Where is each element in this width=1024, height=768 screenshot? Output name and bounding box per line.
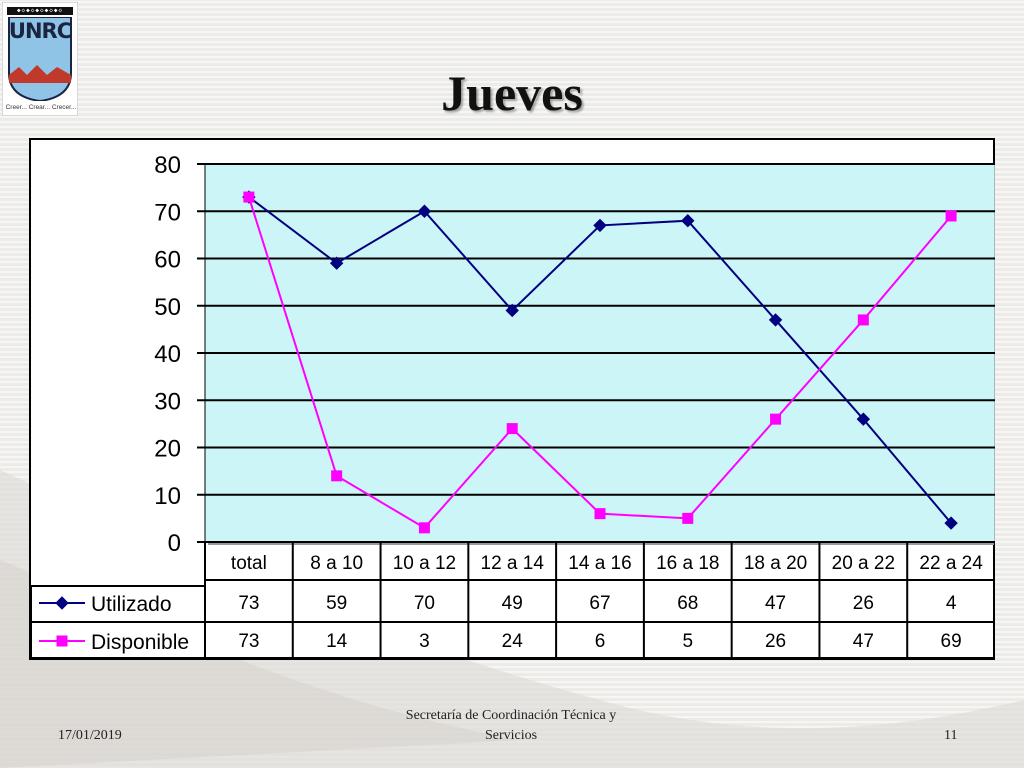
data-table-value: 47 <box>853 631 874 652</box>
y-tick-label: 80 <box>154 152 181 179</box>
data-point-disponible <box>857 314 869 326</box>
logo-shield <box>8 17 72 101</box>
data-table-value: 68 <box>677 593 698 614</box>
data-table-value: 14 <box>326 631 348 652</box>
data-point-utilizado <box>856 412 871 426</box>
category-label: 10 a 12 <box>393 553 456 574</box>
data-table-value: 49 <box>502 593 523 614</box>
data-table-value: 6 <box>595 631 606 652</box>
category-label: 18 a 20 <box>744 553 807 574</box>
category-label: 14 a 16 <box>568 553 631 574</box>
unrc-logo: ◆◇◆◇◆◇◆◇◆◇ UNRC Creer... Crear... Crecer… <box>2 2 78 116</box>
y-tick-label: 40 <box>154 341 181 368</box>
data-point-utilizado <box>417 204 432 218</box>
data-point-disponible <box>945 210 957 222</box>
line-chart: 0 10 20 30 40 50 60 70 80 total 8 a 10 10 a 12 12 a … <box>30 152 995 659</box>
category-label: 20 a 22 <box>832 553 895 574</box>
y-tick-label: 70 <box>154 199 181 226</box>
data-table-value: 67 <box>589 593 610 614</box>
category-label: 8 a 10 <box>310 553 363 574</box>
data-table-value: 69 <box>941 631 962 652</box>
data-point-disponible <box>506 423 518 435</box>
data-point-utilizado <box>593 218 607 233</box>
data-point-disponible <box>418 522 430 534</box>
y-tick-label: 20 <box>154 436 181 463</box>
footer-department: Secretaría de Coordinación Técnica y Ser… <box>405 708 617 743</box>
y-tick-label: 50 <box>154 294 181 321</box>
data-table-value: 73 <box>238 593 259 614</box>
data-table-value: 26 <box>853 593 874 614</box>
legend-label: Utilizado <box>91 593 172 616</box>
footer-date: 17/01/2019 <box>58 728 122 743</box>
y-tick-label: 60 <box>154 247 181 274</box>
data-table-value: 24 <box>502 631 524 652</box>
slide-number: 11 <box>944 728 958 743</box>
legend-key-marker <box>55 596 69 610</box>
logo-caption: Creer... Crear... Crecer... <box>5 104 77 111</box>
data-table-value: 26 <box>765 631 786 652</box>
data-point-disponible <box>243 191 255 203</box>
data-point-disponible <box>331 470 343 482</box>
data-point-utilizado <box>768 313 783 327</box>
data-table-value: 4 <box>946 593 957 614</box>
category-label: 12 a 14 <box>481 553 545 574</box>
data-point-disponible <box>770 413 782 425</box>
data-table-value: 73 <box>238 631 259 652</box>
logo-text: UNRC <box>8 19 72 43</box>
data-table-value: 3 <box>419 631 430 652</box>
data-point-utilizado <box>681 213 695 228</box>
legend-label: Disponible <box>91 631 189 654</box>
data-table-value: 47 <box>765 593 786 614</box>
data-table-value: 59 <box>326 593 347 614</box>
category-label: total <box>231 553 267 574</box>
y-tick-label: 10 <box>154 483 181 510</box>
logo-pattern-band: ◆◇◆◇◆◇◆◇◆◇ <box>7 7 73 15</box>
data-table-value: 70 <box>414 593 435 614</box>
data-point-utilizado <box>944 516 958 530</box>
data-point-disponible <box>594 508 606 520</box>
data-point-disponible <box>682 512 694 524</box>
y-tick-label: 30 <box>154 388 181 415</box>
slide-title: Jueves <box>441 65 583 121</box>
data-table-value: 5 <box>682 631 693 652</box>
y-tick-label: 0 <box>168 530 181 557</box>
data-point-utilizado <box>329 256 344 270</box>
category-label: 22 a 24 <box>919 553 983 574</box>
data-point-utilizado <box>505 303 519 318</box>
legend-key-marker <box>56 635 68 647</box>
category-label: 16 a 18 <box>656 553 719 574</box>
